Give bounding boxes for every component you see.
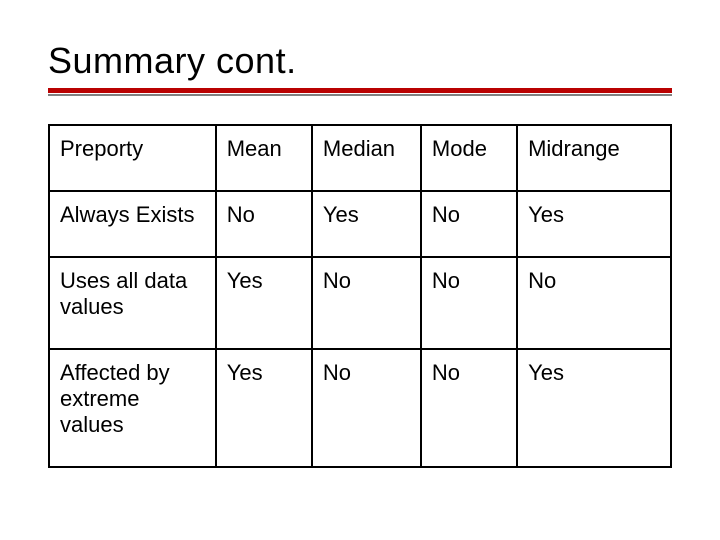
col-header: Midrange <box>517 125 671 191</box>
cell: No <box>421 349 517 467</box>
title-underline <box>48 88 672 96</box>
slide: Summary cont. Preporty Mean Median Mode … <box>0 0 720 540</box>
col-header: Median <box>312 125 421 191</box>
cell: No <box>421 191 517 257</box>
cell: Yes <box>517 349 671 467</box>
cell: No <box>421 257 517 349</box>
row-label: Uses all data values <box>49 257 216 349</box>
cell: No <box>517 257 671 349</box>
summary-table: Preporty Mean Median Mode Midrange Alway… <box>48 124 672 468</box>
table-row: Always Exists No Yes No Yes <box>49 191 671 257</box>
col-header: Mean <box>216 125 312 191</box>
cell: Yes <box>312 191 421 257</box>
table-header-row: Preporty Mean Median Mode Midrange <box>49 125 671 191</box>
slide-title: Summary cont. <box>48 40 672 82</box>
cell: No <box>216 191 312 257</box>
col-header: Preporty <box>49 125 216 191</box>
table-row: Affected by extreme values Yes No No Yes <box>49 349 671 467</box>
cell: Yes <box>517 191 671 257</box>
cell: Yes <box>216 349 312 467</box>
table-row: Uses all data values Yes No No No <box>49 257 671 349</box>
rule-red <box>48 88 672 93</box>
cell: Yes <box>216 257 312 349</box>
rule-gray <box>48 94 672 96</box>
col-header: Mode <box>421 125 517 191</box>
cell: No <box>312 349 421 467</box>
row-label: Always Exists <box>49 191 216 257</box>
row-label: Affected by extreme values <box>49 349 216 467</box>
cell: No <box>312 257 421 349</box>
